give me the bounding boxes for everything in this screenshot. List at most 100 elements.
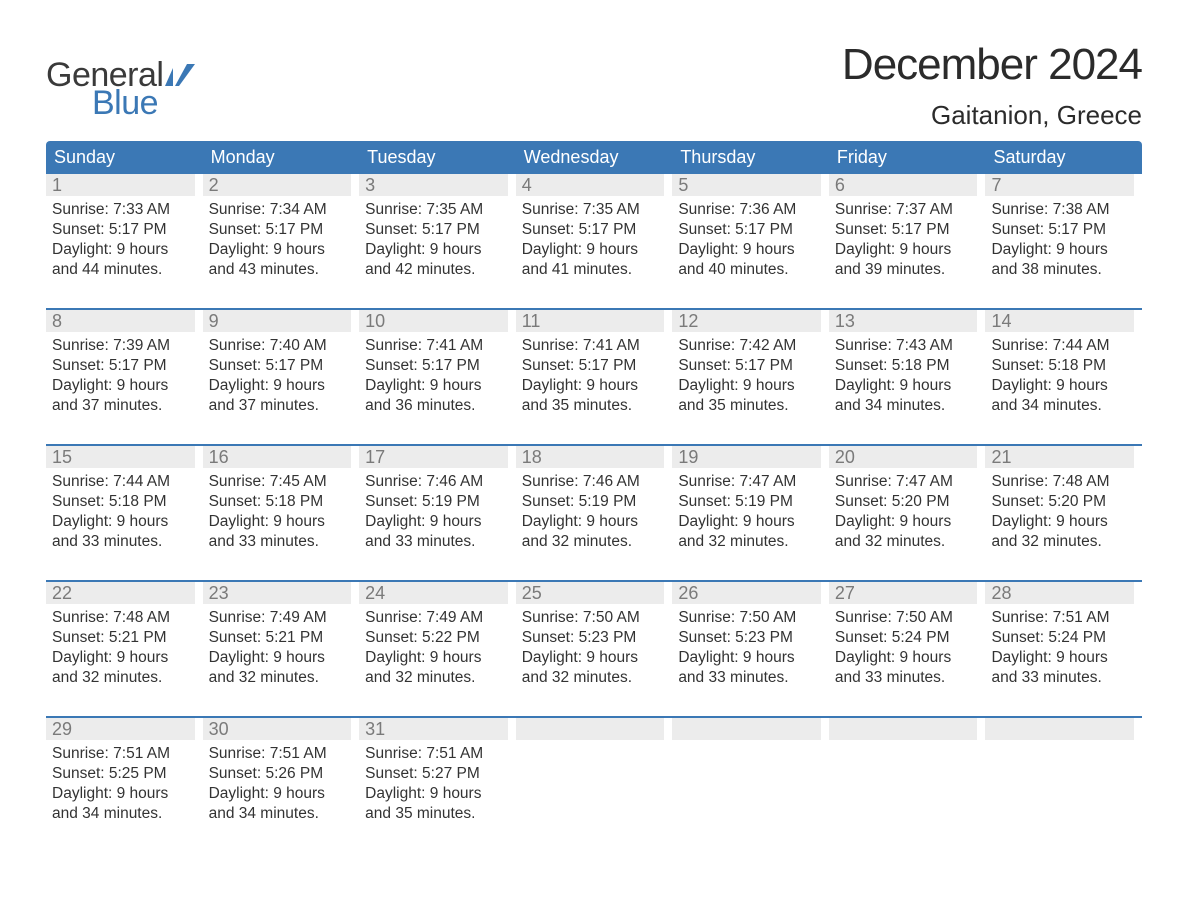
daylight-line-2: and 36 minutes. — [365, 396, 508, 416]
daylight-line-2: and 34 minutes. — [52, 804, 195, 824]
sunset-line: Sunset: 5:17 PM — [522, 356, 665, 376]
day-cell: 21Sunrise: 7:48 AMSunset: 5:20 PMDayligh… — [985, 446, 1142, 566]
sunrise-line: Sunrise: 7:44 AM — [991, 336, 1134, 356]
location: Gaitanion, Greece — [842, 100, 1142, 131]
sunrise-line: Sunrise: 7:36 AM — [678, 200, 821, 220]
day-number: 5 — [678, 175, 815, 196]
day-number: 15 — [52, 447, 189, 468]
sunset-line: Sunset: 5:18 PM — [835, 356, 978, 376]
day-header: Friday — [829, 141, 986, 174]
daylight-line-1: Daylight: 9 hours — [52, 240, 195, 260]
daylight-line-2: and 32 minutes. — [522, 668, 665, 688]
day-number: 24 — [365, 583, 502, 604]
title-block: December 2024 Gaitanion, Greece — [842, 40, 1142, 131]
day-cell: 16Sunrise: 7:45 AMSunset: 5:18 PMDayligh… — [203, 446, 360, 566]
day-number-bar: 10 — [359, 310, 508, 332]
day-cell: 26Sunrise: 7:50 AMSunset: 5:23 PMDayligh… — [672, 582, 829, 702]
day-number: 2 — [209, 175, 346, 196]
day-cell: 11Sunrise: 7:41 AMSunset: 5:17 PMDayligh… — [516, 310, 673, 430]
daylight-line-1: Daylight: 9 hours — [365, 240, 508, 260]
sunrise-line: Sunrise: 7:47 AM — [678, 472, 821, 492]
day-number: 6 — [835, 175, 972, 196]
day-cell: 0 — [672, 718, 829, 838]
day-number: 11 — [522, 311, 659, 332]
sunrise-line: Sunrise: 7:42 AM — [678, 336, 821, 356]
sunrise-line: Sunrise: 7:50 AM — [835, 608, 978, 628]
day-cell: 13Sunrise: 7:43 AMSunset: 5:18 PMDayligh… — [829, 310, 986, 430]
day-info: Sunrise: 7:49 AMSunset: 5:22 PMDaylight:… — [359, 608, 508, 689]
day-number: 31 — [365, 719, 502, 740]
day-number-bar: 9 — [203, 310, 352, 332]
sunset-line: Sunset: 5:26 PM — [209, 764, 352, 784]
daylight-line-2: and 33 minutes. — [365, 532, 508, 552]
sunset-line: Sunset: 5:24 PM — [991, 628, 1134, 648]
day-cell: 4Sunrise: 7:35 AMSunset: 5:17 PMDaylight… — [516, 174, 673, 294]
daylight-line-2: and 37 minutes. — [52, 396, 195, 416]
day-info: Sunrise: 7:51 AMSunset: 5:27 PMDaylight:… — [359, 744, 508, 825]
week-row: 29Sunrise: 7:51 AMSunset: 5:25 PMDayligh… — [46, 716, 1142, 838]
daylight-line-2: and 32 minutes. — [522, 532, 665, 552]
day-info: Sunrise: 7:42 AMSunset: 5:17 PMDaylight:… — [672, 336, 821, 417]
day-info: Sunrise: 7:46 AMSunset: 5:19 PMDaylight:… — [359, 472, 508, 553]
day-number-bar: 12 — [672, 310, 821, 332]
daylight-line-1: Daylight: 9 hours — [991, 512, 1134, 532]
day-number-bar: 23 — [203, 582, 352, 604]
sunrise-line: Sunrise: 7:51 AM — [991, 608, 1134, 628]
daylight-line-2: and 39 minutes. — [835, 260, 978, 280]
day-cell: 27Sunrise: 7:50 AMSunset: 5:24 PMDayligh… — [829, 582, 986, 702]
day-info: Sunrise: 7:43 AMSunset: 5:18 PMDaylight:… — [829, 336, 978, 417]
sunrise-line: Sunrise: 7:46 AM — [365, 472, 508, 492]
sunset-line: Sunset: 5:25 PM — [52, 764, 195, 784]
day-number-bar: 19 — [672, 446, 821, 468]
daylight-line-2: and 32 minutes. — [209, 668, 352, 688]
day-number: 16 — [209, 447, 346, 468]
day-cell: 29Sunrise: 7:51 AMSunset: 5:25 PMDayligh… — [46, 718, 203, 838]
day-cell: 0 — [516, 718, 673, 838]
day-info: Sunrise: 7:44 AMSunset: 5:18 PMDaylight:… — [46, 472, 195, 553]
daylight-line-1: Daylight: 9 hours — [365, 376, 508, 396]
day-cell: 15 Sunrise: 7:44 AMSunset: 5:18 PMDayligh… — [46, 446, 203, 566]
day-info: Sunrise: 7:33 AMSunset: 5:17 PMDaylight:… — [46, 200, 195, 281]
sunrise-line: Sunrise: 7:49 AM — [365, 608, 508, 628]
day-number-bar: 31 — [359, 718, 508, 740]
daylight-line-1: Daylight: 9 hours — [522, 240, 665, 260]
sunset-line: Sunset: 5:20 PM — [835, 492, 978, 512]
day-number: 21 — [991, 447, 1128, 468]
empty-day-bar: 0 — [829, 718, 978, 740]
day-header: Thursday — [672, 141, 829, 174]
daylight-line-2: and 43 minutes. — [209, 260, 352, 280]
day-number: 4 — [522, 175, 659, 196]
daylight-line-2: and 35 minutes. — [365, 804, 508, 824]
sunset-line: Sunset: 5:18 PM — [209, 492, 352, 512]
day-number: 14 — [991, 311, 1128, 332]
daylight-line-2: and 33 minutes. — [52, 532, 195, 552]
day-cell: 12 Sunrise: 7:42 AMSunset: 5:17 PMDayligh… — [672, 310, 829, 430]
sunrise-line: Sunrise: 7:35 AM — [522, 200, 665, 220]
daylight-line-1: Daylight: 9 hours — [209, 512, 352, 532]
day-info: Sunrise: 7:48 AMSunset: 5:21 PMDaylight:… — [46, 608, 195, 689]
sunset-line: Sunset: 5:17 PM — [991, 220, 1134, 240]
sunrise-line: Sunrise: 7:34 AM — [209, 200, 352, 220]
daylight-line-1: Daylight: 9 hours — [835, 240, 978, 260]
day-info: Sunrise: 7:36 AMSunset: 5:17 PMDaylight:… — [672, 200, 821, 281]
daylight-line-1: Daylight: 9 hours — [522, 376, 665, 396]
sunset-line: Sunset: 5:17 PM — [678, 356, 821, 376]
day-number-bar: 2 — [203, 174, 352, 196]
day-cell: 24 Sunrise: 7:49 AMSunset: 5:22 PMDayligh… — [359, 582, 516, 702]
day-number-bar: 25 — [516, 582, 665, 604]
sunset-line: Sunset: 5:19 PM — [522, 492, 665, 512]
daylight-line-2: and 33 minutes. — [835, 668, 978, 688]
day-cell: 6Sunrise: 7:37 AMSunset: 5:17 PMDaylight… — [829, 174, 986, 294]
sunset-line: Sunset: 5:17 PM — [209, 220, 352, 240]
daylight-line-1: Daylight: 9 hours — [365, 784, 508, 804]
daylight-line-1: Daylight: 9 hours — [365, 512, 508, 532]
day-cell: 23Sunrise: 7:49 AMSunset: 5:21 PMDayligh… — [203, 582, 360, 702]
day-cell: 22Sunrise: 7:48 AMSunset: 5:21 PMDayligh… — [46, 582, 203, 702]
daylight-line-2: and 32 minutes. — [991, 532, 1134, 552]
daylight-line-1: Daylight: 9 hours — [365, 648, 508, 668]
sunset-line: Sunset: 5:27 PM — [365, 764, 508, 784]
day-number-bar: 5 — [672, 174, 821, 196]
sunset-line: Sunset: 5:20 PM — [991, 492, 1134, 512]
daylight-line-2: and 33 minutes. — [209, 532, 352, 552]
day-number-bar: 8 — [46, 310, 195, 332]
